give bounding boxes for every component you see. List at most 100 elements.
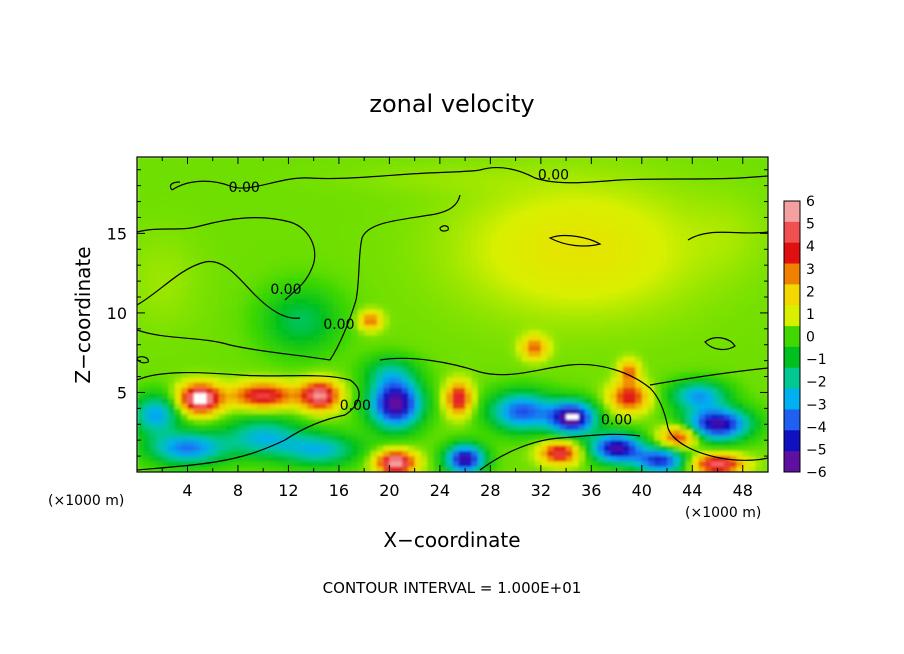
field-cell — [566, 193, 573, 200]
field-cell — [200, 214, 208, 221]
field-cell — [547, 445, 555, 452]
field-cell — [376, 304, 384, 310]
field-cell — [578, 209, 586, 216]
field-cell — [559, 178, 567, 184]
field-cell — [143, 409, 151, 415]
field-cell — [471, 220, 479, 226]
field-cell — [534, 157, 542, 163]
field-cell — [553, 220, 561, 226]
field-cell — [219, 283, 226, 289]
field-cell — [433, 440, 441, 447]
field-cell — [143, 298, 151, 305]
field-cell — [515, 330, 523, 337]
field-cell — [237, 456, 245, 463]
field-cell — [515, 414, 523, 421]
field-cell — [654, 403, 662, 410]
field-cell — [477, 451, 485, 457]
field-cell — [219, 172, 226, 179]
field-cell — [275, 188, 283, 195]
field-cell — [376, 372, 384, 379]
field-cell — [143, 440, 151, 447]
field-cell — [515, 424, 523, 431]
field-cell — [591, 172, 599, 179]
field-cell — [332, 251, 340, 258]
field-cell — [301, 167, 308, 174]
field-cell — [402, 167, 409, 174]
field-cell — [420, 272, 428, 279]
field-cell — [629, 214, 637, 221]
field-cell — [591, 319, 599, 326]
field-cell — [181, 419, 189, 426]
field-cell — [427, 340, 435, 347]
field-cell — [566, 288, 573, 295]
field-cell — [578, 272, 586, 279]
field-cell — [326, 283, 334, 289]
field-cell — [496, 256, 504, 263]
field-cell — [433, 409, 441, 415]
field-cell — [187, 430, 195, 436]
field-cell — [610, 193, 618, 200]
field-cell — [553, 267, 561, 274]
field-cell — [420, 330, 428, 337]
field-cell — [193, 361, 201, 368]
field-cell — [654, 262, 662, 268]
field-cell — [269, 199, 277, 205]
field-cell — [162, 235, 170, 242]
field-cell — [641, 199, 649, 205]
field-cell — [509, 267, 517, 274]
field-cell — [509, 372, 517, 379]
field-cell — [502, 199, 510, 205]
field-cell — [477, 377, 485, 384]
field-cell — [585, 419, 592, 426]
field-cell — [212, 262, 220, 268]
field-cell — [345, 235, 353, 242]
field-cell — [578, 340, 586, 347]
field-cell — [648, 267, 656, 274]
field-cell — [155, 451, 163, 457]
field-cell — [521, 304, 529, 310]
field-cell — [282, 419, 290, 426]
field-cell — [654, 183, 662, 190]
field-cell — [345, 346, 353, 352]
field-cell — [496, 351, 504, 358]
field-cell — [219, 398, 226, 405]
field-cell — [193, 319, 201, 326]
field-cell — [301, 283, 308, 289]
field-cell — [155, 430, 163, 436]
field-cell — [168, 183, 176, 190]
field-cell — [200, 351, 208, 358]
field-cell — [528, 461, 536, 468]
field-cell — [540, 414, 548, 421]
field-cell — [389, 393, 397, 400]
field-cell — [338, 167, 346, 174]
field-cell — [345, 382, 353, 389]
field-cell — [452, 178, 460, 184]
field-cell — [376, 230, 384, 237]
field-cell — [319, 393, 327, 400]
field-cell — [635, 393, 643, 400]
field-cell — [319, 377, 327, 384]
field-cell — [244, 288, 252, 295]
field-cell — [338, 188, 346, 195]
field-cell — [212, 356, 220, 363]
field-cell — [553, 346, 561, 352]
field-cell — [414, 440, 422, 447]
field-cell — [137, 309, 144, 316]
field-cell — [383, 298, 390, 305]
field-cell — [155, 356, 163, 363]
field-cell — [174, 267, 182, 274]
field-cell — [326, 304, 334, 310]
field-cell — [439, 356, 447, 363]
field-cell — [370, 162, 378, 169]
field-cell — [420, 309, 428, 316]
field-cell — [509, 246, 517, 253]
field-cell — [629, 241, 637, 247]
field-cell — [572, 409, 580, 415]
field-cell — [351, 398, 359, 405]
field-cell — [212, 214, 220, 221]
field-cell — [534, 414, 542, 421]
field-cell — [578, 382, 586, 389]
field-cell — [433, 288, 441, 295]
field-cell — [389, 419, 397, 426]
field-cell — [502, 424, 510, 431]
